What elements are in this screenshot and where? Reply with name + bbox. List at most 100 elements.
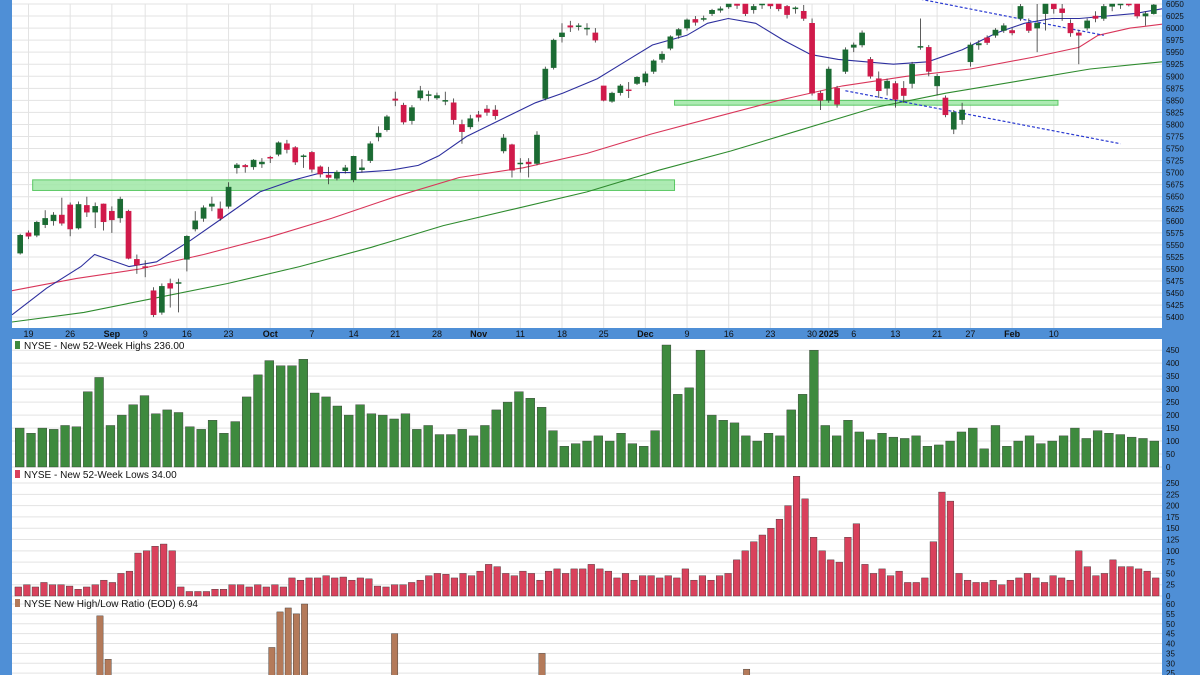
lows-bar — [348, 579, 356, 597]
candle-body — [234, 164, 240, 169]
highs-bar — [514, 391, 524, 468]
candle — [1059, 4, 1065, 21]
candle — [192, 211, 199, 232]
lows-bar — [143, 550, 151, 597]
candle — [942, 95, 949, 118]
ratio-legend-swatch — [15, 599, 20, 607]
candle-body — [284, 143, 290, 150]
candle-body — [559, 32, 565, 38]
candle-body — [167, 283, 174, 289]
price-x-tick-label: 30 — [807, 329, 817, 339]
candle-body — [834, 88, 840, 105]
candle-body — [442, 100, 449, 102]
ma-mid-line — [11, 23, 1163, 292]
candle — [492, 105, 499, 120]
candle — [442, 91, 449, 106]
highs-bar — [321, 396, 331, 468]
highs-y-tick-label: 0 — [1166, 463, 1171, 472]
candle-body — [950, 112, 957, 130]
candle-body — [100, 203, 107, 223]
candle — [692, 16, 699, 26]
candle — [559, 23, 565, 43]
candle-body — [875, 78, 882, 91]
lows-bar — [553, 568, 561, 597]
candle — [592, 28, 599, 43]
price-y-tick-label: 5975 — [1166, 36, 1184, 45]
candle-body — [759, 3, 765, 6]
lows-bar — [784, 505, 792, 597]
highs-bar — [310, 392, 320, 468]
candle — [450, 98, 457, 125]
ratio-y-tick-label: 35 — [1166, 649, 1175, 658]
highs-bar — [332, 405, 343, 468]
lows-bar — [895, 570, 903, 597]
price-x-tick-label: 23 — [765, 329, 775, 339]
candle — [767, 3, 774, 9]
candle — [234, 163, 240, 174]
price-y-tick-label: 5675 — [1166, 181, 1184, 190]
highs-bar — [684, 387, 694, 468]
price-x-tick-label: 18 — [557, 329, 567, 339]
candle — [525, 158, 532, 178]
price-y-tick-label: 6050 — [1166, 0, 1184, 9]
candle-body — [309, 152, 315, 170]
lows-bar — [724, 573, 732, 597]
lows-bar — [579, 568, 587, 597]
price-y-tick-label: 5775 — [1166, 133, 1184, 142]
lows-bar — [519, 570, 527, 597]
lows-bar — [100, 579, 108, 597]
lows-bar — [544, 570, 553, 597]
lows-bar — [621, 573, 630, 597]
price-y-tick-label: 5925 — [1166, 60, 1184, 69]
candle — [1042, 3, 1049, 31]
ratio-y-axis: 202530354045505560 — [1166, 600, 1175, 680]
highs-bar — [605, 440, 615, 468]
price-y-tick-label: 5525 — [1166, 253, 1184, 262]
highs-bar — [786, 409, 796, 468]
candle-body — [775, 3, 782, 10]
candle — [25, 230, 32, 240]
lows-bar — [827, 559, 835, 597]
candle — [850, 42, 857, 53]
lows-y-tick-label: 250 — [1166, 479, 1180, 488]
candle — [275, 141, 282, 157]
lows-bar — [1058, 577, 1066, 597]
candle — [1050, 3, 1057, 14]
highs-bar — [775, 435, 785, 468]
candle-body — [859, 32, 865, 46]
lows-bar — [587, 564, 595, 597]
candle-body — [500, 137, 507, 152]
highs-bar — [71, 426, 82, 468]
lows-bar — [160, 543, 168, 597]
ratio-y-tick-label: 50 — [1166, 620, 1175, 629]
candle-body — [259, 161, 265, 165]
ratio-y-tick-label: 40 — [1166, 640, 1175, 649]
lows-bar — [151, 546, 159, 597]
candle-body — [209, 203, 215, 207]
candle-body — [817, 92, 824, 101]
candle-body — [700, 18, 707, 20]
lows-bar — [168, 550, 176, 597]
candle — [575, 23, 582, 31]
lows-bar — [869, 573, 878, 597]
lows-bar — [1032, 577, 1040, 597]
price-y-tick-label: 5900 — [1166, 72, 1184, 81]
lows-bar — [801, 498, 809, 597]
highs-bar — [139, 395, 150, 468]
highs-bar — [820, 425, 830, 468]
highs-bar — [956, 431, 967, 468]
price-y-tick-label: 5875 — [1166, 84, 1184, 93]
candle — [317, 165, 324, 178]
candle-body — [250, 159, 257, 168]
candle-body — [142, 266, 149, 268]
price-y-tick-label: 5800 — [1166, 120, 1184, 129]
price-y-tick-label: 5725 — [1166, 157, 1184, 166]
candle-body — [684, 19, 690, 29]
candle — [784, 4, 790, 19]
price-x-tick-label: 21 — [390, 329, 400, 339]
candle-body — [242, 165, 249, 168]
candle-body — [492, 109, 499, 117]
candle-body — [1150, 4, 1157, 14]
lows-bar — [1100, 573, 1108, 597]
